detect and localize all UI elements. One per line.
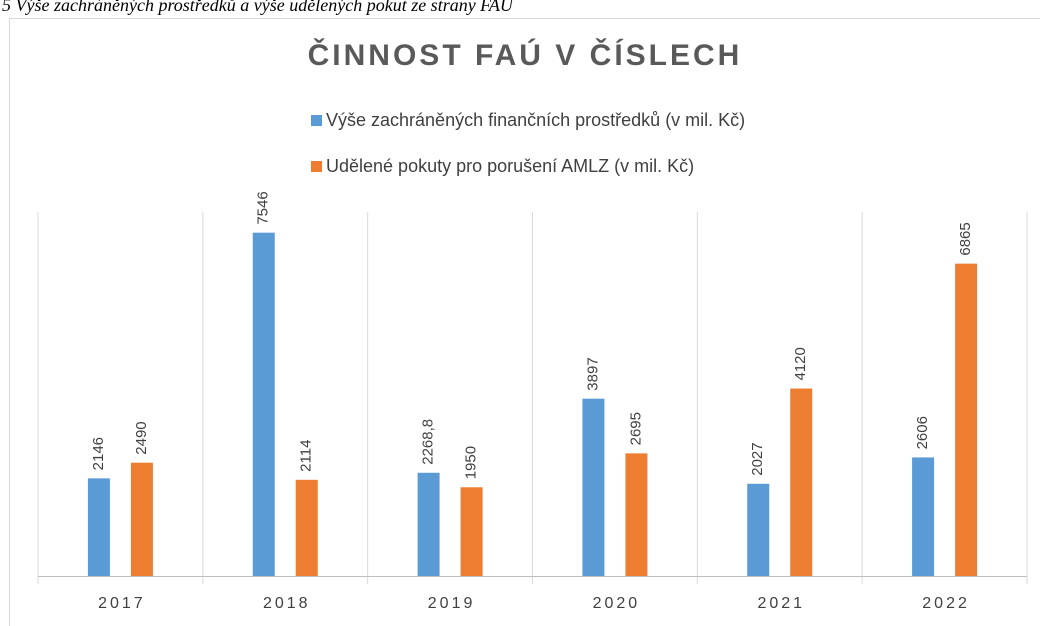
data-label: 4120 xyxy=(792,347,809,380)
legend-swatch xyxy=(311,115,322,126)
legend-label: Výše zachráněných finančních prostředků … xyxy=(326,110,745,130)
data-label: 2268,8 xyxy=(420,419,437,465)
bar xyxy=(582,398,605,576)
x-tick-label: 2019 xyxy=(428,595,476,612)
x-tick-label: 2021 xyxy=(757,595,805,612)
chart-title: ČINNOST FAÚ V ČÍSLECH xyxy=(308,38,743,72)
data-label: 2490 xyxy=(133,421,150,454)
bar xyxy=(747,483,770,576)
bar xyxy=(955,263,978,576)
x-tick-label: 2022 xyxy=(922,595,970,612)
data-label: 7546 xyxy=(255,191,272,224)
data-label: 2606 xyxy=(914,416,931,449)
data-label: 1950 xyxy=(463,446,480,479)
bar xyxy=(912,457,935,576)
bar xyxy=(625,453,648,576)
x-tick-label: 2017 xyxy=(98,595,146,612)
data-label: 3897 xyxy=(584,357,601,390)
caption: 5 Výše zachráněných prostředků a výše ud… xyxy=(2,0,514,15)
x-tick-label: 2020 xyxy=(593,595,641,612)
bar xyxy=(87,478,110,576)
legend-label: Udělené pokuty pro porušení AMLZ (v mil.… xyxy=(326,156,694,176)
bar xyxy=(790,388,813,576)
data-label: 2114 xyxy=(298,440,315,472)
bar xyxy=(295,479,318,576)
bar xyxy=(130,462,153,576)
bar xyxy=(417,472,440,576)
data-label: 2146 xyxy=(90,437,107,470)
bar xyxy=(460,487,483,576)
x-tick-label: 2018 xyxy=(263,595,311,612)
bar xyxy=(252,232,275,577)
data-label: 6865 xyxy=(957,222,974,255)
data-label: 2695 xyxy=(627,412,644,445)
data-label: 2027 xyxy=(749,442,766,475)
legend-swatch xyxy=(311,161,322,172)
